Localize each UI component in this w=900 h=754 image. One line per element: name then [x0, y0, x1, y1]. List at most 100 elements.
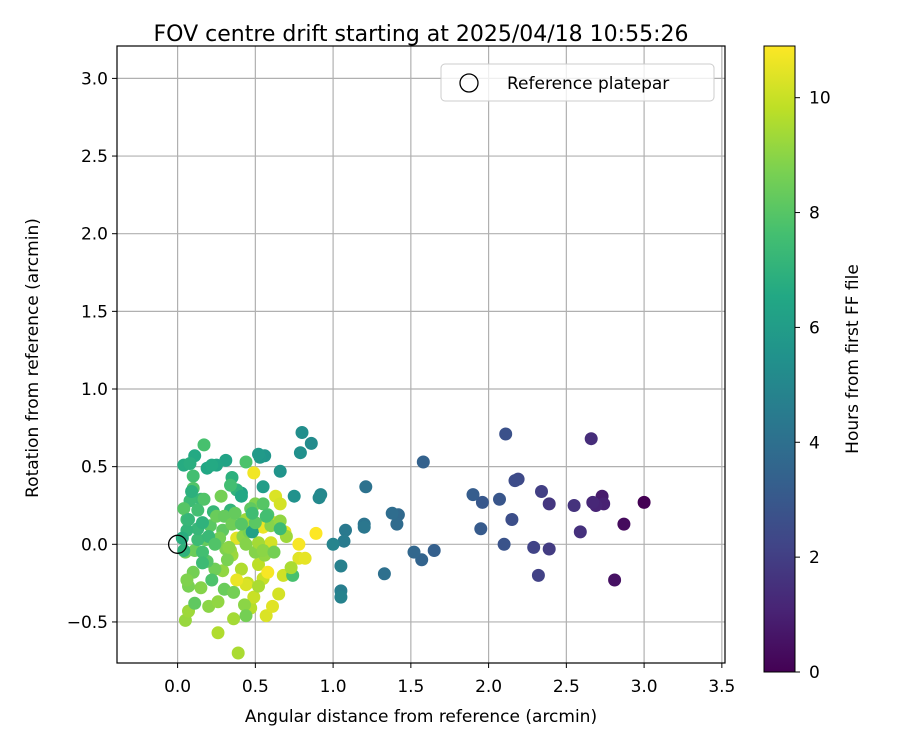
data-point — [385, 506, 399, 520]
legend: Reference platepar — [440, 63, 715, 102]
data-point — [234, 562, 248, 576]
colorbar-ticks: 0 2 4 6 8 10 — [795, 89, 831, 683]
data-point — [231, 646, 245, 660]
data-point — [234, 489, 248, 503]
data-point — [293, 446, 307, 460]
data-point — [191, 503, 205, 517]
data-point — [256, 497, 270, 511]
colorbar: 0 2 4 6 8 10 Hours from first FF file — [763, 45, 863, 683]
data-point — [256, 544, 270, 557]
data-point — [186, 469, 200, 483]
data-point — [194, 581, 208, 595]
data-point — [427, 544, 441, 557]
data-point — [205, 573, 219, 587]
data-point — [309, 526, 323, 540]
grid — [117, 46, 725, 663]
data-point — [273, 522, 287, 536]
data-point — [252, 579, 265, 593]
y-tick-label: 0.0 — [81, 535, 108, 555]
data-point — [497, 537, 511, 551]
data-point — [542, 497, 556, 511]
data-point — [196, 516, 209, 530]
colorbar-tick-label: 0 — [809, 663, 820, 683]
data-point — [247, 590, 261, 604]
data-point — [505, 513, 519, 526]
data-point — [284, 561, 298, 575]
data-point — [535, 485, 548, 498]
x-tick-label: 2.0 — [475, 677, 502, 697]
data-point — [214, 489, 228, 503]
data-point — [196, 545, 209, 559]
data-point — [259, 509, 273, 523]
data-point — [188, 596, 202, 610]
data-point — [272, 587, 286, 601]
plot-frame — [116, 45, 726, 664]
data-point — [180, 573, 194, 587]
data-point — [326, 537, 340, 551]
data-point — [238, 598, 251, 612]
data-point — [359, 480, 373, 494]
x-tick-label: 1.5 — [397, 677, 424, 697]
data-point — [230, 573, 244, 587]
data-point — [183, 457, 197, 470]
x-tick-label: 2.5 — [553, 677, 580, 697]
data-point — [357, 520, 371, 534]
reference-platepar-marker — [167, 534, 188, 554]
data-point — [227, 585, 241, 599]
data-point — [637, 495, 651, 509]
x-axis-label: Angular distance from reference (arcmin) — [245, 707, 597, 727]
data-point — [245, 506, 259, 520]
data-point — [211, 595, 225, 609]
data-point — [252, 558, 265, 571]
data-point — [191, 533, 205, 547]
y-axis-label: Rotation from reference (arcmin) — [23, 218, 43, 498]
colorbar-tick-label: 8 — [809, 204, 820, 224]
data-point — [211, 626, 225, 640]
y-axis: −0.5 0.0 0.5 1.0 1.5 2.0 2.5 3.0 — [67, 69, 117, 633]
data-point — [334, 590, 348, 604]
reference-marker-layer — [167, 534, 188, 554]
colorbar-tick-label: 4 — [809, 433, 820, 453]
colorbar-tick-label: 10 — [809, 89, 831, 109]
colorbar-gradient — [763, 45, 796, 673]
data-point — [508, 474, 522, 488]
data-point — [617, 517, 631, 531]
y-tick-label: 1.0 — [81, 380, 108, 400]
data-point — [407, 545, 421, 559]
data-point — [475, 495, 489, 509]
data-point — [252, 447, 265, 461]
data-point — [239, 609, 253, 623]
data-point — [267, 545, 281, 559]
data-point — [227, 612, 241, 626]
data-point — [573, 525, 587, 539]
data-point — [531, 568, 545, 582]
data-point — [196, 556, 209, 570]
data-point — [567, 499, 581, 512]
data-point — [197, 492, 211, 506]
colorbar-label: Hours from first FF file — [843, 264, 863, 454]
data-point — [584, 432, 598, 446]
data-point — [499, 427, 513, 441]
data-point — [222, 540, 236, 554]
x-tick-label: 0.0 — [164, 677, 191, 697]
x-tick-label: 3.5 — [708, 677, 735, 697]
y-tick-label: 3.0 — [81, 69, 108, 89]
data-point — [474, 522, 488, 536]
y-tick-label: 0.5 — [81, 458, 108, 478]
data-point — [239, 455, 253, 469]
legend-marker-icon — [459, 73, 479, 93]
legend-label: Reference platepar — [507, 74, 669, 94]
data-point — [256, 480, 270, 494]
data-point — [224, 478, 237, 492]
data-point — [466, 488, 480, 502]
data-point — [334, 559, 348, 573]
x-tick-label: 0.5 — [242, 677, 269, 697]
x-axis: 0.0 0.5 1.0 1.5 2.0 2.5 3.0 3.5 — [164, 663, 735, 697]
data-point — [247, 466, 261, 480]
x-tick-label: 3.0 — [631, 677, 658, 697]
data-point — [339, 523, 352, 537]
data-point — [304, 436, 318, 450]
data-point — [298, 551, 312, 565]
